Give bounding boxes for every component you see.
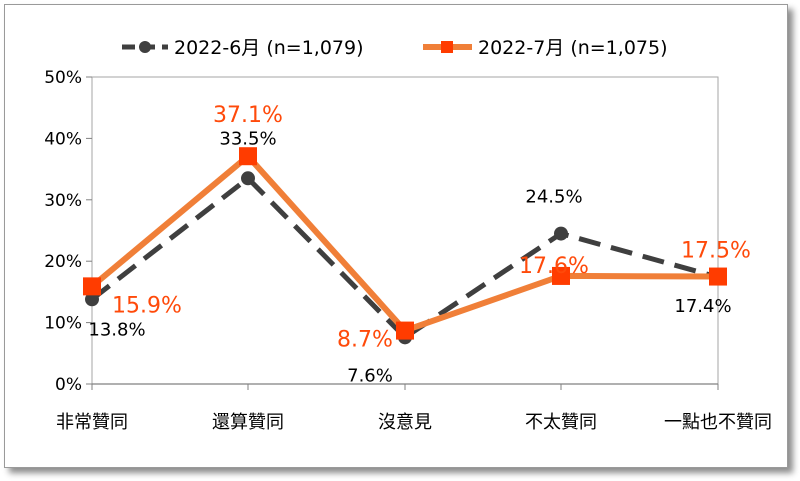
legend-marker-july	[441, 41, 453, 53]
x-tick-label: 沒意見	[378, 412, 432, 433]
data-label-june: 24.5%	[525, 187, 582, 208]
data-label-july: 37.1%	[213, 103, 283, 128]
series-line-july	[90, 153, 719, 334]
data-label-july: 8.7%	[337, 328, 393, 353]
marker-july	[396, 321, 414, 340]
series-line-june	[90, 175, 719, 340]
data-label-july: 15.9%	[112, 293, 182, 318]
marker-july	[239, 147, 257, 166]
data-label-june: 33.5%	[219, 128, 276, 149]
data-label-july: 17.6%	[519, 254, 589, 279]
marker-june	[554, 226, 568, 241]
chart-frame	[4, 4, 788, 468]
x-tick-label: 非常贊同	[56, 412, 128, 433]
y-tick-label: 0%	[55, 375, 82, 395]
marker-june	[241, 171, 255, 186]
y-tick-label: 30%	[44, 191, 82, 211]
x-tick-label: 還算贊同	[212, 412, 284, 433]
legend-marker-june	[139, 41, 151, 53]
marker-july	[552, 266, 570, 285]
y-tick-label: 20%	[44, 252, 82, 272]
legend-label-june: 2022-6月 (n=1,079)	[174, 37, 364, 59]
legend-label-july: 2022-7月 (n=1,075)	[478, 37, 668, 59]
data-label-june: 7.6%	[347, 365, 393, 386]
data-label-june: 17.4%	[674, 296, 731, 317]
data-label-june: 13.8%	[88, 319, 145, 340]
x-tick-label: 一點也不贊同	[664, 412, 772, 433]
y-tick-label: 40%	[44, 129, 82, 149]
x-tick-label: 不太贊同	[525, 412, 597, 433]
marker-july	[83, 277, 101, 296]
data-label-july: 17.5%	[681, 239, 751, 264]
marker-july	[709, 267, 727, 286]
y-tick-label: 50%	[44, 68, 82, 88]
marker-june	[85, 292, 99, 307]
y-tick-label: 10%	[44, 314, 82, 334]
